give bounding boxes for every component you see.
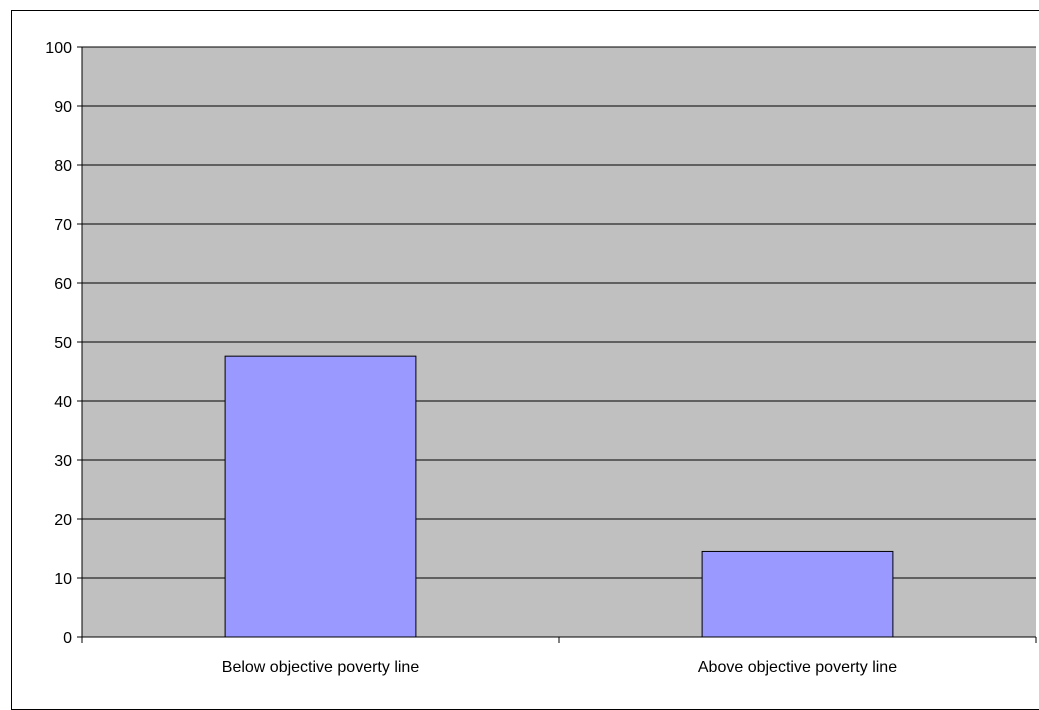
y-tick-label-0: 0 [63,630,72,647]
y-tick-label-70: 70 [54,217,72,234]
y-tick-label-10: 10 [54,571,72,588]
bar-1 [224,355,417,638]
x-category-label-2: Above objective poverty line [698,659,897,676]
y-tick-label-20: 20 [54,512,72,529]
y-tick-label-80: 80 [54,158,72,175]
y-tick-label-100: 100 [45,40,72,57]
labels: 0 10 20 30 40 50 60 70 80 90 100 Below objective po… [45,40,897,676]
y-tick-label-60: 60 [54,276,72,293]
x-category-label-1: Below objective poverty line [222,659,420,676]
y-tick-label-90: 90 [54,99,72,116]
bar-2 [701,550,894,638]
y-tick-label-50: 50 [54,335,72,352]
bars [224,355,894,638]
axes [77,46,1037,643]
y-tick-label-30: 30 [54,453,72,470]
y-tick-label-40: 40 [54,394,72,411]
